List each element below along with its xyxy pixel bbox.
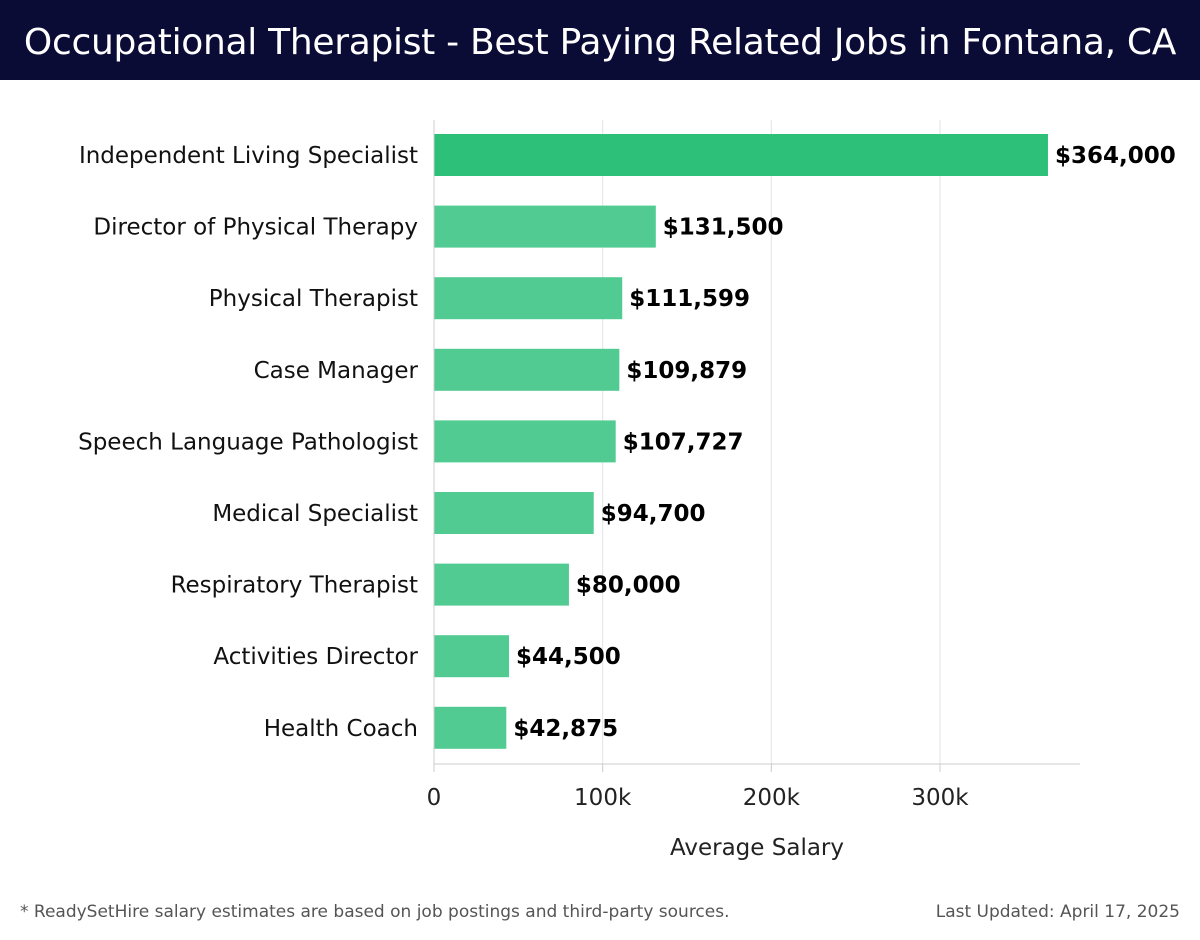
category-label: Medical Specialist — [212, 501, 418, 527]
value-label: $94,700 — [601, 501, 706, 527]
bar — [434, 277, 623, 320]
x-tick-label: 0 — [427, 785, 442, 811]
bars: Independent Living Specialist $364,000 Dir… — [78, 134, 1176, 749]
footer-note: * ReadySetHire salary estimates are base… — [20, 902, 730, 922]
value-label: $80,000 — [576, 573, 681, 599]
category-label: Case Manager — [254, 358, 419, 384]
page-title: Occupational Therapist - Best Paying Rel… — [23, 22, 1177, 63]
bar — [434, 635, 510, 678]
category-label: Independent Living Specialist — [79, 143, 418, 169]
value-label: $111,599 — [629, 286, 750, 312]
bar — [434, 492, 594, 534]
category-label: Physical Therapist — [209, 286, 418, 312]
x-tick-label: 200k — [743, 785, 801, 811]
footer-last-updated: Last Updated: April 17, 2025 — [935, 902, 1180, 922]
value-label: $109,879 — [626, 358, 747, 384]
x-tick-label: 100k — [574, 785, 632, 811]
category-label: Health Coach — [264, 716, 418, 742]
value-label: $107,727 — [623, 429, 744, 455]
category-label: Director of Physical Therapy — [93, 215, 418, 241]
axes: 0 100k 200k 300k — [427, 120, 1080, 811]
x-axis-label: Average Salary — [670, 835, 844, 861]
bar — [434, 134, 1048, 176]
x-tick-label: 300k — [911, 785, 969, 811]
header-bar — [0, 0, 1200, 80]
value-label: $42,875 — [513, 716, 618, 742]
value-label: $364,000 — [1055, 143, 1176, 169]
value-label: $44,500 — [516, 644, 621, 670]
bar — [434, 563, 569, 606]
category-label: Respiratory Therapist — [171, 573, 418, 599]
bar — [434, 348, 620, 391]
category-label: Activities Director — [213, 644, 418, 670]
category-label: Speech Language Pathologist — [78, 429, 418, 455]
bar — [434, 706, 507, 749]
salary-bar-chart: Independent Living Specialist $364,000 Dir… — [78, 120, 1176, 861]
bar — [434, 420, 616, 463]
bar — [434, 205, 656, 248]
value-label: $131,500 — [663, 215, 784, 241]
